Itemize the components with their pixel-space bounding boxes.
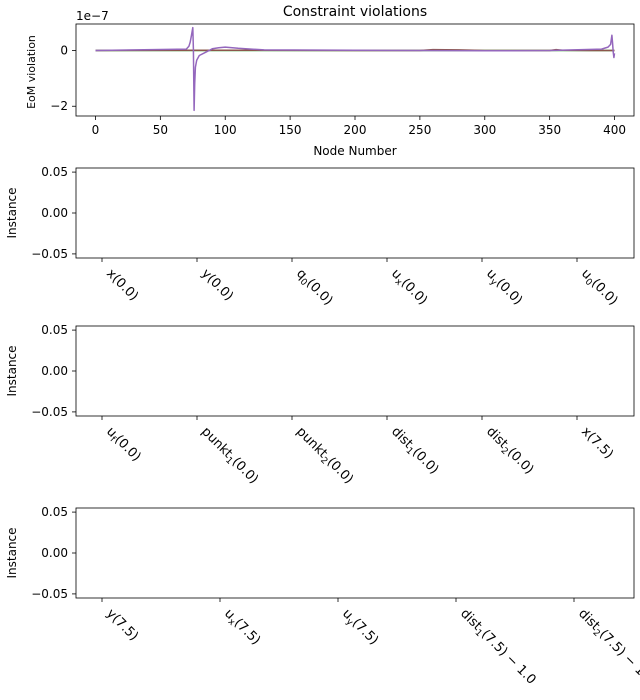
tick-label-argument: (0.0) [303, 276, 335, 308]
tick-label-argument: (7.5) [231, 616, 263, 648]
x-tick-label: punkt2(0.0) [292, 424, 356, 488]
tick-label-argument: (0.0) [504, 445, 536, 477]
tick-label-argument: (7.5) [349, 616, 381, 648]
tick-label-argument: (7.5) [109, 612, 141, 644]
x-tick-group: uf(0.0) punkt1(0.0) punkt2(0.0) dist1(0.0) d… [101, 416, 616, 488]
x-tick-group: 0 50 100 150 200 250 300 350 400 [92, 116, 626, 137]
tick-label-subscript: 1 [473, 628, 484, 639]
tick-label-argument: (0.0) [111, 432, 143, 464]
y-tick-label: −2 [50, 99, 68, 113]
x-tick-group: x(0.0) y(0.0) q0(0.0)ux(0.0)uy(0.0)u0(0.0) [101, 258, 621, 310]
tick-label-argument: (0.0) [204, 272, 236, 304]
x-tick-label: 150 [279, 123, 302, 137]
x-tick-label: dist2(7.5) − 1.0 [574, 606, 640, 689]
x-tick-label: 50 [153, 123, 168, 137]
x-tick-label: y(7.5) [103, 606, 141, 644]
tick-label-argument: (0.0) [493, 276, 525, 308]
x-tick-label: dist1(0.0) [387, 424, 442, 479]
tick-label-subscript: 1 [223, 456, 234, 467]
tick-label-subscript: 0 [298, 277, 309, 288]
y-tick-group: 0 −2 [50, 43, 76, 113]
y-scale-multiplier: 1e−7 [76, 9, 109, 23]
plot-frame [75, 325, 635, 417]
y-axis-label: EoM violation [25, 35, 38, 109]
tick-label-argument: (7.5) [584, 430, 616, 462]
eom-violation-panel: Constraint violations 1e−7 EoM violation… [25, 4, 635, 158]
y-axis-label: Instance [5, 345, 19, 396]
tick-label-argument: (0.0) [409, 445, 441, 477]
tick-label-subscript: x [226, 617, 237, 628]
x-tick-label: uy(0.0) [482, 266, 525, 309]
tick-label-argument: (7.5) − 1.0 [596, 627, 640, 688]
y-tick-label: 0.00 [41, 364, 68, 378]
x-tick-label: x(7.5) [578, 424, 616, 462]
y-tick-label: 0 [60, 43, 68, 57]
y-tick-label: −0.05 [31, 405, 68, 419]
tick-label-argument: (0.0) [398, 276, 430, 308]
x-tick-label: 200 [344, 123, 367, 137]
instance-panel-3: Instance −0.050.000.05 y(7.5) ux(7.5)uy(7… [5, 505, 640, 689]
instance-panel-2: Instance −0.05 0.00 0.05 uf(0.0) punkt1(0.0… [5, 323, 635, 488]
y-tick-label: 0.05 [41, 505, 68, 519]
plot-frame [75, 167, 635, 259]
x-tick-label: uy(7.5) [338, 606, 381, 649]
x-tick-label: ux(7.5) [220, 606, 263, 649]
tick-label-subscript: 2 [318, 456, 329, 467]
x-axis-label: Node Number [313, 144, 396, 158]
tick-label-subscript: f [108, 435, 118, 445]
x-tick-group: y(7.5) ux(7.5)uy(7.5) dist1(7.5) − 1.0dist… [101, 598, 640, 689]
y-tick-label: −0.05 [31, 587, 68, 601]
x-tick-label: u0(0.0) [577, 266, 621, 310]
tick-label-subscript: y [344, 617, 355, 628]
series-group [95, 26, 616, 112]
tick-label-subscript: 0 [583, 277, 594, 288]
tick-label-subscript: x [393, 277, 404, 288]
y-tick-label: −0.05 [31, 247, 68, 261]
tick-label-argument: (7.5) − 1.0 [478, 627, 539, 688]
tick-label-subscript: y [488, 277, 499, 288]
series-line-0 [95, 26, 616, 112]
y-axis-label: Instance [5, 527, 19, 578]
tick-label-subscript: 2 [591, 628, 602, 639]
y-axis-label: Instance [5, 187, 19, 238]
x-tick-label: ux(0.0) [387, 266, 430, 309]
x-tick-label: y(0.0) [198, 266, 236, 304]
tick-label-subscript: 2 [499, 446, 510, 457]
x-tick-label: uf(0.0) [102, 424, 144, 466]
y-tick-label: 0.05 [41, 165, 68, 179]
tick-label-argument: (0.0) [324, 455, 356, 487]
chart-title: Constraint violations [283, 4, 427, 20]
tick-label-argument: (0.0) [229, 455, 261, 487]
x-tick-label: 300 [473, 123, 496, 137]
tick-label-argument: (0.0) [588, 276, 620, 308]
tick-label-argument: (0.0) [109, 272, 141, 304]
y-tick-label: 0.00 [41, 546, 68, 560]
y-tick-group: −0.05 0.00 0.05 [31, 165, 76, 261]
x-tick-label: 100 [214, 123, 237, 137]
instance-panel-1: Instance −0.050.000.05 x(0.0) y(0.0) q0(0.… [5, 165, 635, 310]
x-tick-label: punkt1(0.0) [197, 424, 261, 488]
x-tick-label: dist2(0.0) [482, 424, 537, 479]
plot-frame [75, 507, 635, 599]
x-tick-label: 250 [408, 123, 431, 137]
x-tick-label: 400 [603, 123, 626, 137]
y-tick-group: −0.05 0.00 0.05 [31, 323, 76, 419]
x-tick-label: 0 [92, 123, 100, 137]
tick-label-subscript: 1 [404, 446, 415, 457]
x-tick-label: dist1(7.5) − 1.0 [456, 606, 539, 689]
y-tick-group: −0.05 0.00 0.05 [31, 505, 76, 601]
x-tick-label: x(0.0) [103, 266, 141, 304]
x-tick-label: q0(0.0) [292, 266, 336, 310]
plot-frame [75, 23, 635, 117]
y-tick-label: 0.00 [41, 206, 68, 220]
x-tick-label: 350 [538, 123, 561, 137]
y-tick-label: 0.05 [41, 323, 68, 337]
